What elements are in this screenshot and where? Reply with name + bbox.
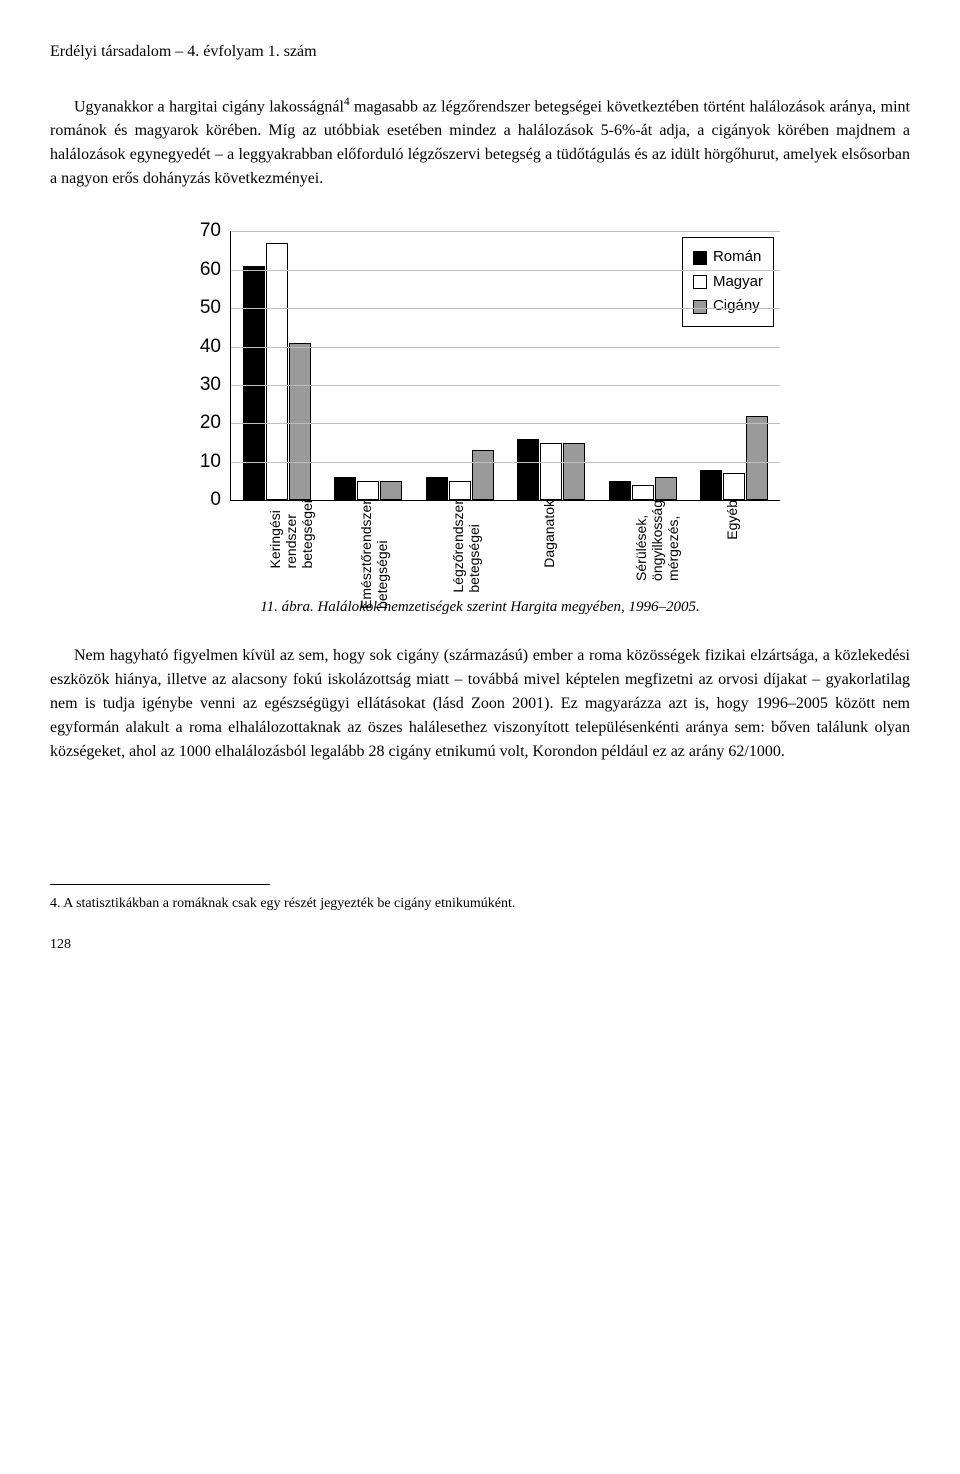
bar (609, 481, 631, 500)
bar (723, 473, 745, 500)
bar (700, 470, 722, 501)
bar-group (689, 231, 781, 500)
y-tick-label: 40 (200, 332, 231, 361)
gridline (231, 462, 780, 463)
gridline (231, 423, 780, 424)
bar (380, 481, 402, 500)
y-tick-label: 70 (200, 217, 231, 246)
x-category-label: Légzőrendszer betegségei (450, 500, 482, 599)
bar-chart: RománMagyarCigány 010203040506070Keringé… (160, 221, 800, 581)
chart-caption: 11. ábra. Halálokok nemzetiségek szerint… (50, 596, 910, 619)
bar (540, 443, 562, 501)
y-tick-label: 10 (200, 448, 231, 477)
bar (472, 450, 494, 500)
plot-area: RománMagyarCigány 010203040506070Keringé… (230, 231, 780, 501)
chart-container: RománMagyarCigány 010203040506070Keringé… (50, 221, 910, 581)
bars-row (231, 231, 780, 500)
bar-group (231, 231, 323, 500)
bar (632, 485, 654, 500)
x-category-label: Sérülések, öngyilkosság mérgezés, (633, 500, 681, 587)
gridline (231, 308, 780, 309)
x-category-label: Daganatok (541, 500, 557, 574)
gridline (231, 270, 780, 271)
y-tick-label: 60 (200, 256, 231, 285)
page-number: 128 (50, 934, 910, 955)
bar-group (597, 231, 689, 500)
para1-text-a: Ugyanakkor a hargitai cigány lakosságnál (74, 98, 344, 115)
bar (243, 266, 265, 500)
y-tick-label: 0 (210, 486, 231, 515)
y-tick-label: 20 (200, 409, 231, 438)
paragraph-1: Ugyanakkor a hargitai cigány lakosságnál… (50, 94, 910, 191)
bar-group (414, 231, 506, 500)
bar-group (506, 231, 598, 500)
x-category-label: Keringési rendszer betegségei (267, 500, 315, 575)
footnote-separator (50, 884, 270, 885)
bar (426, 477, 448, 500)
x-category-label: Egyéb (724, 500, 740, 546)
bar (517, 439, 539, 500)
footnote-text: 4. A statisztikákban a romáknak csak egy… (50, 893, 910, 914)
y-tick-label: 50 (200, 294, 231, 323)
bar (334, 477, 356, 500)
bar (289, 343, 311, 501)
bar (655, 477, 677, 500)
bar (563, 443, 585, 501)
bar-group (323, 231, 415, 500)
gridline (231, 231, 780, 232)
bar (357, 481, 379, 500)
bar (746, 416, 768, 501)
bar (449, 481, 471, 500)
gridline (231, 347, 780, 348)
page-header: Erdélyi társadalom – 4. évfolyam 1. szám (50, 40, 910, 64)
y-tick-label: 30 (200, 371, 231, 400)
x-category-label: Emésztőrendszer betegségei (358, 500, 390, 615)
gridline (231, 385, 780, 386)
paragraph-2: Nem hagyható figyelmen kívül az sem, hog… (50, 644, 910, 764)
